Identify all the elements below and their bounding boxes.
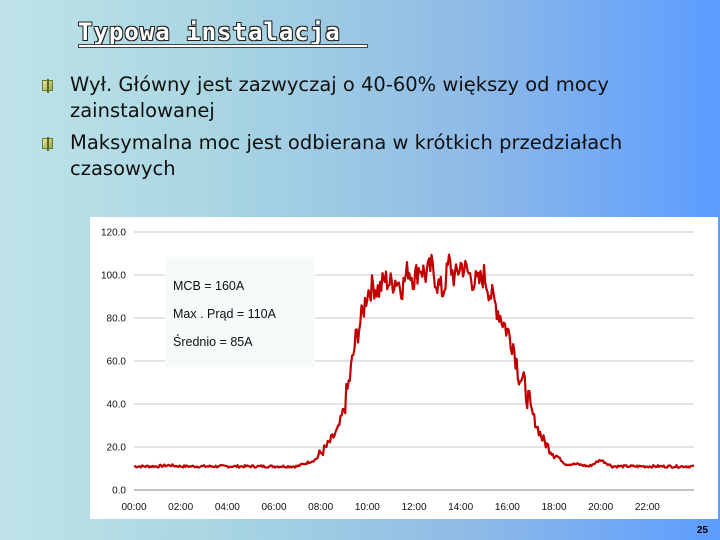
bullet-item: Wył. Główny jest zazwyczaj o 40-60% więk…: [40, 72, 700, 124]
slide-title-block: Typowa instalacja: [78, 14, 368, 50]
x-tick-label: 06:00: [261, 502, 286, 513]
x-tick-label: 00:00: [121, 502, 146, 513]
bullet-icon: [42, 79, 53, 93]
x-tick-label: 04:00: [215, 502, 240, 513]
y-tick-label: 100.0: [101, 271, 126, 282]
bullet-icon: [42, 137, 53, 151]
series-line: [133, 253, 695, 469]
y-tick-label: 60.0: [107, 357, 127, 368]
annotation-average: Średnio = 85A: [173, 335, 253, 349]
x-tick-label: 18:00: [541, 502, 566, 513]
bullet-text: Maksymalna moc jest odbierana w krótkich…: [70, 131, 623, 180]
y-tick-label: 80.0: [107, 314, 127, 325]
x-tick-label: 02:00: [168, 502, 193, 513]
x-tick-label: 22:00: [635, 502, 660, 513]
title-underline: [78, 44, 368, 48]
page-number: 25: [696, 525, 708, 536]
annotation-mcb: MCB = 160A: [173, 279, 245, 293]
x-tick-label: 12:00: [401, 502, 426, 513]
bullet-item: Maksymalna moc jest odbierana w krótkich…: [40, 130, 700, 182]
y-tick-label: 20.0: [107, 443, 127, 454]
x-tick-label: 16:00: [495, 502, 520, 513]
y-tick-label: 0.0: [112, 486, 126, 497]
x-tick-label: 10:00: [355, 502, 380, 513]
x-tick-label: 14:00: [448, 502, 473, 513]
chart-panel: 0.0 20.0 40.0 60.0 80.0 100.0 120.0 00:00 02:00 0…: [90, 217, 718, 519]
slide-title: Typowa instalacja: [78, 18, 341, 46]
bullet-list: Wył. Główny jest zazwyczaj o 40-60% więk…: [40, 72, 700, 188]
y-tick-label: 120.0: [101, 228, 126, 239]
bullet-text: Wył. Główny jest zazwyczaj o 40-60% więk…: [70, 73, 609, 122]
y-tick-label: 40.0: [107, 400, 127, 411]
x-tick-label: 08:00: [308, 502, 333, 513]
annotation-max-current: Max . Prąd = 110A: [173, 307, 276, 321]
chart-annotation-box: MCB = 160A Max . Prąd = 110A Średnio = 8…: [165, 257, 315, 367]
x-tick-label: 20:00: [588, 502, 613, 513]
